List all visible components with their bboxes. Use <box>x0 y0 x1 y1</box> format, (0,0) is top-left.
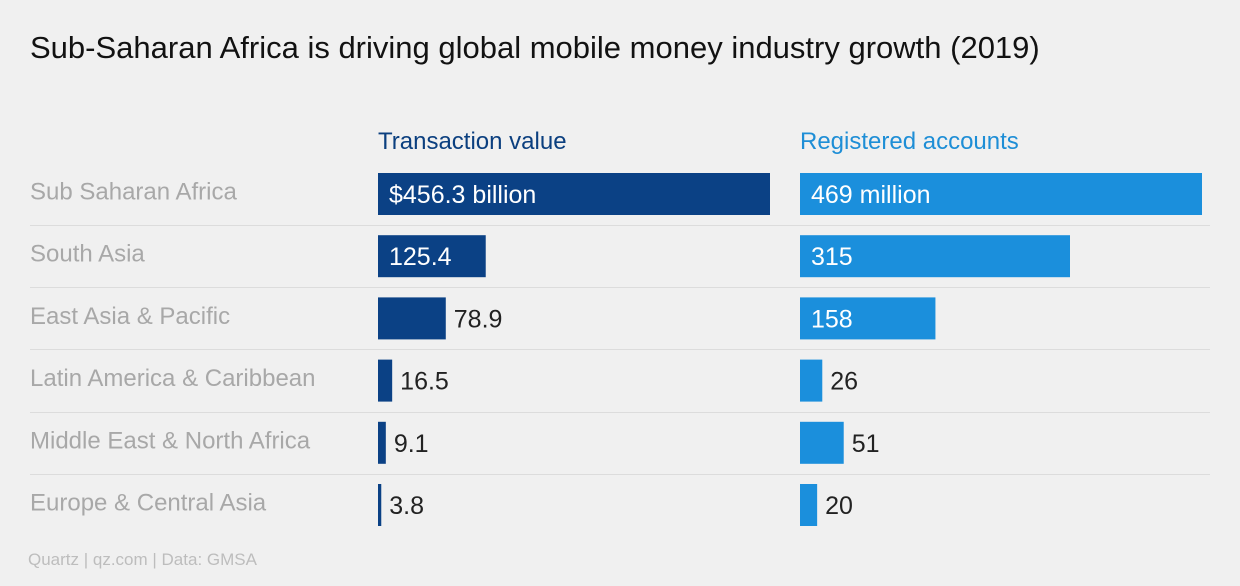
accounts-bar <box>800 297 936 340</box>
accounts-value-label: 20 <box>825 492 853 520</box>
transaction-value-label: $456.3 billion <box>389 181 536 209</box>
source-credit: Quartz | qz.com | Data: GMSA <box>28 550 257 569</box>
accounts-value-label: 315 <box>811 243 853 271</box>
category-label: Middle East & North Africa <box>30 427 311 454</box>
column-header-transaction-value: Transaction value <box>378 128 567 155</box>
transaction-bar <box>378 173 770 215</box>
accounts-bar <box>800 235 1070 278</box>
transaction-value-label: 16.5 <box>400 368 449 396</box>
transaction-bar <box>378 235 486 278</box>
category-label: East Asia & Pacific <box>30 303 230 330</box>
category-label: South Asia <box>30 241 145 268</box>
accounts-value-label: 26 <box>830 368 858 396</box>
column-header-registered-accounts: Registered accounts <box>800 128 1019 155</box>
accounts-bar <box>800 173 1202 215</box>
transaction-value-label: 3.8 <box>389 492 424 520</box>
transaction-value-label: 9.1 <box>394 430 429 458</box>
accounts-value-label: 469 million <box>811 181 931 209</box>
accounts-value-label: 51 <box>852 430 880 458</box>
transaction-bar <box>378 484 382 526</box>
chart-title: Sub-Saharan Africa is driving global mob… <box>30 30 1040 65</box>
accounts-bar <box>800 359 823 402</box>
transaction-value-label: 78.9 <box>454 305 503 333</box>
category-label: Latin America & Caribbean <box>30 365 316 392</box>
accounts-bar <box>800 421 844 464</box>
transaction-bar <box>378 421 386 464</box>
transaction-value-label: 125.4 <box>389 243 452 271</box>
accounts-bar <box>800 484 818 526</box>
accounts-value-label: 158 <box>811 305 853 333</box>
category-label: Europe & Central Asia <box>30 490 267 517</box>
category-label: Sub Saharan Africa <box>30 179 237 206</box>
transaction-bar <box>378 297 446 340</box>
transaction-bar <box>378 359 393 402</box>
